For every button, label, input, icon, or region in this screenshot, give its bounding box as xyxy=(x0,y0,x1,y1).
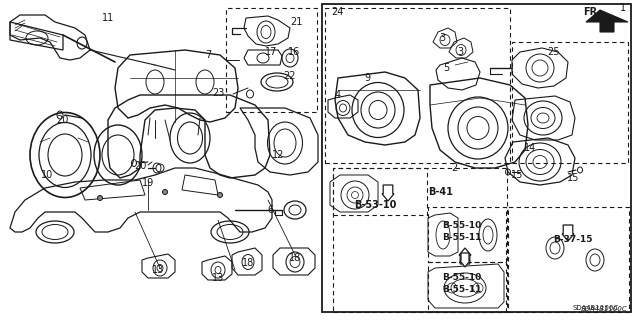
Text: 25: 25 xyxy=(547,47,559,57)
Text: 21: 21 xyxy=(290,17,302,27)
Text: B-53-10: B-53-10 xyxy=(354,200,396,210)
Bar xyxy=(325,8,510,163)
Text: 12: 12 xyxy=(272,150,284,160)
Text: 7: 7 xyxy=(205,50,211,60)
Bar xyxy=(508,207,629,312)
Bar xyxy=(512,42,628,163)
Bar xyxy=(226,8,317,112)
Bar xyxy=(333,168,507,312)
Text: 17: 17 xyxy=(265,47,277,57)
Text: 15: 15 xyxy=(511,170,523,180)
Ellipse shape xyxy=(163,189,168,195)
Text: 15: 15 xyxy=(567,173,579,183)
Text: 1: 1 xyxy=(620,3,626,13)
Text: B-55-10: B-55-10 xyxy=(442,274,482,283)
Text: 9: 9 xyxy=(364,73,370,83)
Polygon shape xyxy=(586,10,628,32)
Text: 3: 3 xyxy=(457,47,463,57)
Text: 11: 11 xyxy=(102,13,114,23)
Text: 16: 16 xyxy=(288,47,300,57)
Text: 6: 6 xyxy=(267,205,273,215)
Text: 14: 14 xyxy=(524,143,536,153)
Text: 4: 4 xyxy=(335,90,341,100)
Polygon shape xyxy=(562,225,574,241)
Text: 13: 13 xyxy=(212,273,224,283)
Text: 20: 20 xyxy=(134,161,146,171)
Ellipse shape xyxy=(97,196,102,201)
Text: B-37-15: B-37-15 xyxy=(553,236,593,244)
Text: 24: 24 xyxy=(331,7,343,17)
Text: 23: 23 xyxy=(212,88,224,98)
Text: B-41: B-41 xyxy=(429,187,453,197)
Ellipse shape xyxy=(218,193,223,197)
Bar xyxy=(428,262,506,312)
Text: B-55-11: B-55-11 xyxy=(442,233,482,242)
Text: 20: 20 xyxy=(56,115,68,125)
Text: 22: 22 xyxy=(283,71,295,81)
Text: 18: 18 xyxy=(242,258,254,268)
Text: 5: 5 xyxy=(443,63,449,73)
Bar xyxy=(333,168,427,215)
Bar xyxy=(428,207,506,262)
Text: 3: 3 xyxy=(439,33,445,43)
Bar xyxy=(322,4,631,312)
Text: FR.: FR. xyxy=(583,7,601,17)
Text: B-55-11: B-55-11 xyxy=(442,285,482,294)
Polygon shape xyxy=(460,253,470,267)
Text: SDA4B1100C: SDA4B1100C xyxy=(573,305,619,311)
Text: 19: 19 xyxy=(142,178,154,188)
Polygon shape xyxy=(459,248,471,264)
Text: 2: 2 xyxy=(451,163,457,173)
Text: 10: 10 xyxy=(41,170,53,180)
Text: SDA4B1100C: SDA4B1100C xyxy=(581,306,628,312)
Text: 18: 18 xyxy=(289,253,301,263)
Polygon shape xyxy=(382,185,394,201)
Text: B-55-10: B-55-10 xyxy=(442,220,482,229)
Text: 13: 13 xyxy=(152,265,164,275)
